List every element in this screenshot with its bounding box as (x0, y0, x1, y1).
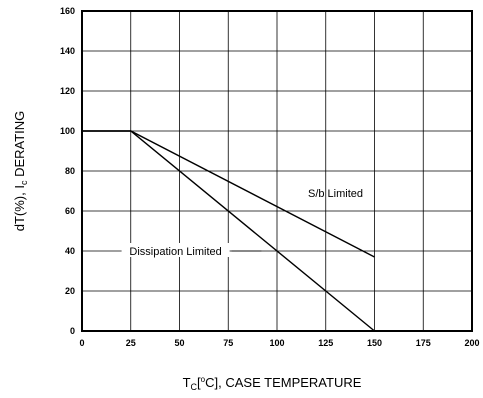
x-axis-title-sub: C (191, 382, 198, 392)
grid-layer (82, 11, 472, 331)
x-tick-label: 175 (416, 338, 431, 348)
x-axis-title-suffix: C], CASE TEMPERATURE (205, 375, 362, 390)
plot-frame (81, 10, 473, 332)
y-tick-label: 80 (65, 166, 75, 176)
y-tick-label: 20 (65, 286, 75, 296)
x-tick-label: 200 (464, 338, 479, 348)
y-axis-title-sub: c (19, 180, 29, 185)
annotation-dissipation-bg (121, 243, 230, 257)
tick-layer: 0 25 50 75 100 125 150 175 200 0 20 40 60 80 100 120 140… (60, 6, 480, 348)
x-tick-label: 125 (318, 338, 333, 348)
series-line-dissipation-limited (82, 130, 375, 332)
y-tick-label: 0 (70, 326, 75, 336)
x-axis-title-prefix: [ (197, 375, 201, 390)
x-axis-title-degree: o (201, 375, 206, 384)
y-tick-label: 60 (65, 206, 75, 216)
y-tick-label: 160 (60, 6, 75, 16)
x-axis-title: TC[oC], CASE TEMPERATURE (183, 375, 362, 392)
y-tick-label: 140 (60, 46, 75, 56)
y-tick-label: 120 (60, 86, 75, 96)
x-tick-label: 100 (269, 338, 284, 348)
y-axis-title: dT(%), Ic DERATING (12, 111, 29, 232)
y-axis-title-main: dT(%), I (12, 185, 27, 231)
annotation-sb-limited: S/b Limited (308, 188, 363, 200)
y-axis-title-suffix: DERATING (12, 111, 27, 181)
y-tick-label: 40 (65, 246, 75, 256)
y-tick-label: 100 (60, 126, 75, 136)
x-axis-title-main: T (183, 375, 191, 390)
x-tick-label: 25 (126, 338, 136, 348)
annotation-layer: S/b Limited Dissipation Limited (121, 188, 363, 258)
annotation-dissipation-limited: Dissipation Limited (129, 246, 221, 258)
x-tick-label: 150 (367, 338, 382, 348)
x-tick-label: 0 (79, 338, 84, 348)
x-tick-label: 50 (174, 338, 184, 348)
series-layer (82, 130, 375, 332)
x-tick-label: 75 (223, 338, 233, 348)
